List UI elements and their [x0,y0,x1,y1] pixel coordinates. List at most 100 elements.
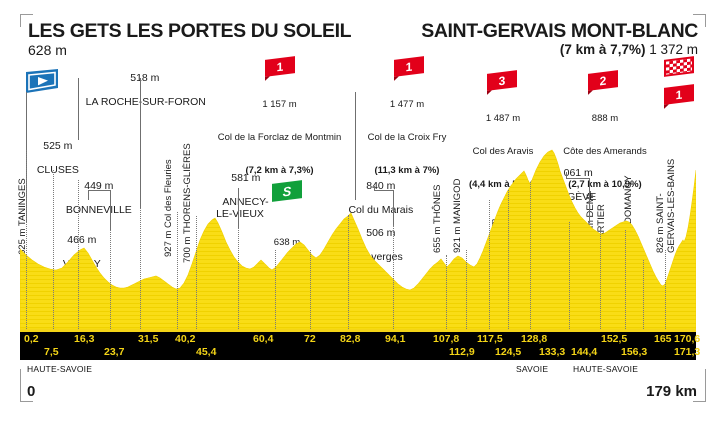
climb-detail: (2,7 km à 10,9%) [568,179,642,190]
climb-name: Col des Aravis [472,146,534,157]
km-mark: 107,8 [433,333,460,345]
km-guide [393,225,394,329]
town-name: Col du Marais [348,204,414,216]
km-guide [446,255,447,329]
km-guide [665,250,666,329]
leader-line [78,78,79,140]
climb-label-col-de-la-forclaz-de-montmin: 1 157 m Col de la Forclaz de Montmin (7,… [192,77,367,198]
climb-name: Col de la Croix Fry [367,132,447,143]
finish-altitude: 1 372 m [649,42,698,57]
town-name: CLUSES [36,164,79,176]
km-mark: 144,4 [571,346,598,358]
leader-line [88,190,89,200]
town-altitude: 525 m [43,140,73,152]
climb-category-badge: 2 [588,70,618,91]
km-guide [196,216,197,329]
elevation-profile-svg [20,149,696,329]
km-mark: 72 [304,333,316,345]
km-guide [53,170,54,329]
km-guide [348,215,349,329]
distance-bar: 0,2 16,3 31,5 40,2 60,4 72 82,8 94,1 107… [20,329,700,360]
departure-flag-icon [25,68,59,93]
town-label-cluses: 525 m CLUSES [20,128,84,188]
climb-category-badge: 1 [265,56,295,77]
km-guide [140,208,141,329]
finish-city-title: SAINT-GERVAIS MONT-BLANC [421,20,698,42]
climb-marker-col-de-la-forclaz-de-montmin: 1 [265,56,295,77]
frame-corner-top-right [693,14,706,27]
climb-label-cote-des-amerands: 888 m Côte des Amerands (2,7 km à 10,9%) [546,91,664,212]
climb-altitude: 1 157 m [262,99,297,110]
km-mark: 117,5 [477,333,503,345]
town-label-annecy-le-vieux: 581 m ANNECY- LE-VIEUX [206,160,274,232]
climb-label-col-de-la-croix-fry: 1 477 m Col de la Croix Fry (11,3 km à 7… [341,77,473,198]
leader-line [88,190,111,191]
start-distance-label: 0 [27,383,36,400]
town-altitude: 506 m [366,227,396,239]
km-guide [110,230,111,329]
climb-altitude: 1 487 m [485,113,521,124]
frame-corner-top-left [20,14,33,27]
leader-line [238,188,239,228]
km-mark: 128,8 [521,333,548,345]
town-altitude: 840 m [366,180,396,192]
leader-line [566,172,567,179]
region-label-haute-savoie-1: HAUTE-SAVOIE [27,364,93,374]
region-label-savoie: SAVOIE [516,364,549,374]
town-label-la-roche-sur-foron: 518 m LA ROCHE-SUR-FORON [74,60,206,120]
km-guide [275,250,276,329]
town-altitude: 466 m [67,234,97,246]
profile-area [20,149,696,329]
elevation-profile-chart [20,92,696,329]
leader-line [110,190,111,230]
km-mark: 165 [654,333,672,345]
km-mark: 31,5 [138,333,159,345]
leader-line [566,178,590,179]
km-mark: 94,1 [385,333,406,345]
climb-detail: (7,2 km à 7,3%) [245,165,314,176]
km-guide [466,250,467,329]
km-mark: 152,5 [601,333,628,345]
leader-line [355,92,356,200]
km-mark: 45,4 [196,346,217,358]
km-mark: 82,8 [340,333,361,345]
start-altitude: 628 m [28,42,67,58]
km-guide [625,230,626,329]
climb-marker-col-des-aravis: 3 [487,70,517,91]
town-name: ANNECY- LE-VIEUX [216,196,269,220]
km-guide [643,260,644,329]
km-mark: 171,3 [674,346,701,358]
km-mark: 40,2 [175,333,196,345]
town-altitude: 581 m [231,172,261,184]
km-mark: 112,9 [449,346,475,358]
distance-bar-topline [20,329,696,332]
km-mark: 133,3 [539,346,566,358]
km-mark: 0,2 [24,333,39,345]
km-mark: 60,4 [253,333,274,345]
km-guide [569,222,570,329]
start-city-title: LES GETS LES PORTES DU SOLEIL [28,20,352,42]
km-guide [600,228,601,329]
sprint-altitude: 638 m [273,237,301,248]
town-altitude: 518 m [130,72,160,84]
leader-line [393,190,394,225]
climb-category-badge: 3 [487,70,517,91]
climb-name: Côte des Amerands [563,146,647,157]
km-guide [26,150,27,329]
km-mark: 16,3 [74,333,95,345]
climb-name: Col de la Forclaz de Montmin [217,132,342,143]
km-guide [489,200,490,329]
km-guide [530,182,531,329]
town-name: LA ROCHE-SUR-FORON [85,96,206,108]
climb-marker-col-de-la-croix-fry: 1 [394,56,424,77]
frame-corner-bottom-left [20,369,33,402]
km-guide [177,212,178,329]
climb-marker-cote-des-amerands: 2 [588,70,618,91]
climb-category-badge: 1 [394,56,424,77]
climb-altitude: 1 477 m [389,99,425,110]
leader-line [589,178,590,223]
town-label-bonneville: 449 m BONNEVILLE [50,168,136,228]
town-altitude: 449 m [84,180,114,192]
finish-climb-detail: (7 km à 7,7%) [559,42,646,57]
